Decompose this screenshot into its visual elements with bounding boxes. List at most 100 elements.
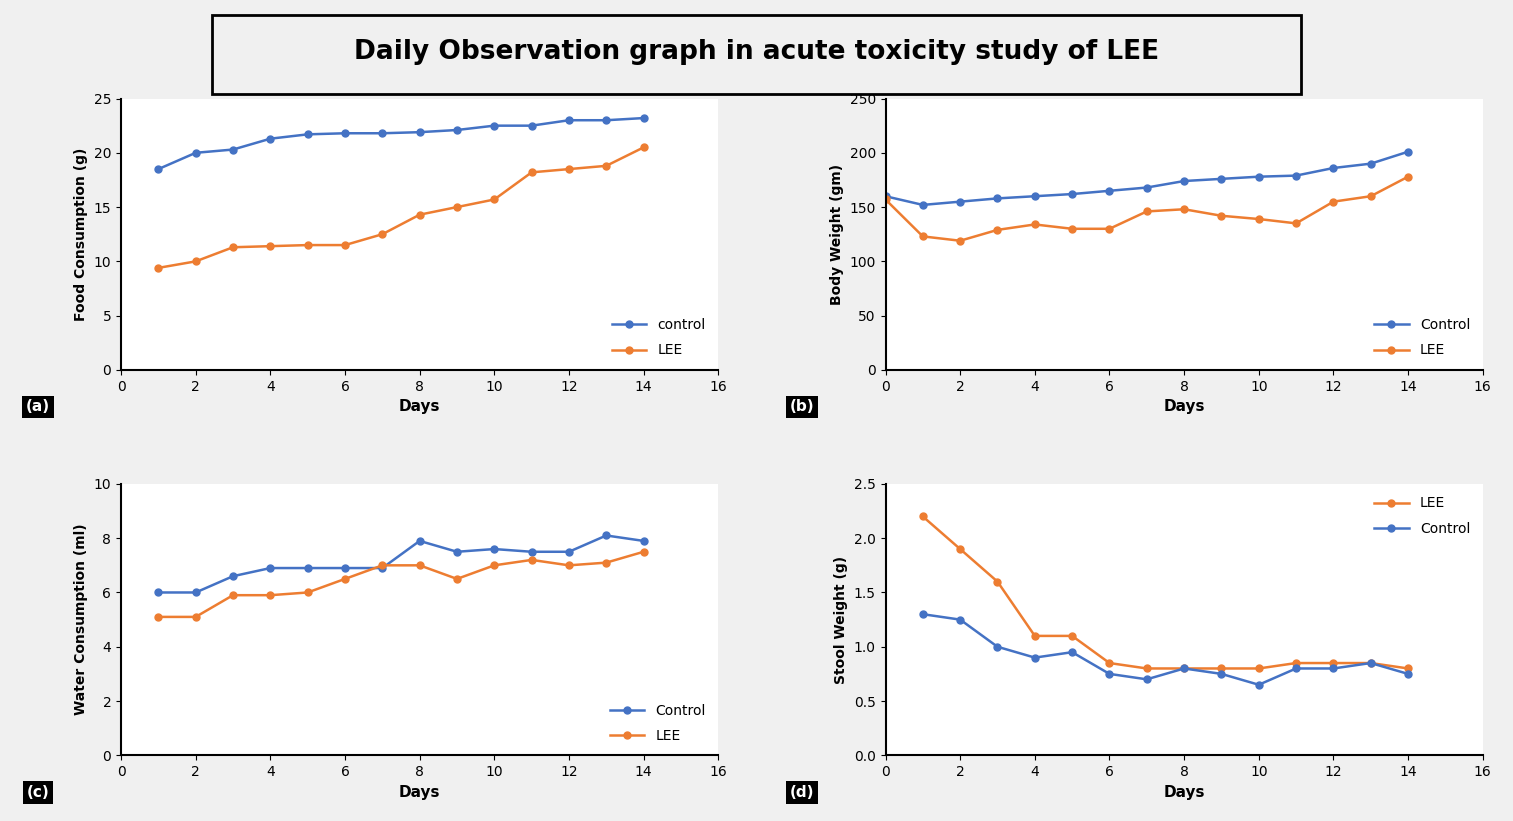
Line: control: control	[154, 115, 648, 172]
LEE	[522, 167, 540, 177]
Control	[914, 200, 932, 210]
LEE	[522, 555, 540, 565]
Control	[952, 615, 970, 625]
Control	[1064, 647, 1082, 657]
control	[186, 148, 204, 158]
LEE	[186, 256, 204, 266]
Control	[374, 563, 392, 573]
Control	[876, 191, 894, 201]
LEE	[988, 225, 1006, 235]
Control	[988, 194, 1006, 204]
control	[224, 144, 242, 154]
Control	[1026, 653, 1044, 663]
LEE	[1176, 204, 1194, 214]
Control	[224, 571, 242, 581]
Control	[598, 530, 616, 540]
Control	[1176, 176, 1194, 186]
LEE	[448, 574, 466, 584]
LEE	[1250, 214, 1268, 224]
Control	[298, 563, 316, 573]
LEE	[1100, 658, 1118, 668]
LEE	[952, 544, 970, 554]
LEE	[1176, 663, 1194, 673]
Control	[1400, 147, 1418, 157]
Y-axis label: Water Consumption (ml): Water Consumption (ml)	[74, 524, 88, 715]
LEE	[1138, 663, 1156, 673]
LEE	[1212, 663, 1230, 673]
LEE	[598, 161, 616, 171]
Control	[262, 563, 280, 573]
Line: Control: Control	[920, 611, 1412, 688]
Control	[1064, 189, 1082, 199]
control	[374, 128, 392, 138]
control	[522, 121, 540, 131]
X-axis label: Days: Days	[1163, 785, 1204, 800]
Control	[1362, 158, 1380, 168]
Control	[186, 588, 204, 598]
LEE	[1400, 172, 1418, 181]
control	[262, 134, 280, 144]
LEE	[634, 547, 652, 557]
Control	[1288, 663, 1306, 673]
LEE	[410, 561, 428, 571]
Control	[336, 563, 354, 573]
LEE	[486, 195, 504, 204]
Legend: Control, LEE: Control, LEE	[604, 698, 711, 749]
LEE	[486, 561, 504, 571]
LEE	[560, 164, 578, 174]
control	[486, 121, 504, 131]
Line: Control: Control	[154, 532, 648, 596]
X-axis label: Days: Days	[399, 785, 440, 800]
control	[560, 115, 578, 125]
Control	[1250, 680, 1268, 690]
Control	[914, 609, 932, 619]
Text: (c): (c)	[26, 785, 50, 800]
Control	[1100, 186, 1118, 195]
LEE	[374, 561, 392, 571]
Control	[1400, 669, 1418, 679]
LEE	[262, 590, 280, 600]
LEE	[150, 263, 168, 273]
LEE	[988, 576, 1006, 586]
Control	[1212, 174, 1230, 184]
Control	[1100, 669, 1118, 679]
Control	[1324, 163, 1342, 173]
LEE	[1250, 663, 1268, 673]
Control	[150, 588, 168, 598]
Text: Daily Observation graph in acute toxicity study of LEE: Daily Observation graph in acute toxicit…	[354, 39, 1159, 65]
Text: (b): (b)	[790, 399, 814, 415]
LEE	[224, 590, 242, 600]
Control	[1138, 674, 1156, 684]
Control	[988, 642, 1006, 652]
LEE	[298, 241, 316, 250]
Control	[1362, 658, 1380, 668]
control	[634, 113, 652, 123]
LEE	[1362, 658, 1380, 668]
Control	[410, 536, 428, 546]
LEE	[1288, 218, 1306, 228]
Y-axis label: Body Weight (gm): Body Weight (gm)	[829, 163, 844, 305]
LEE	[914, 232, 932, 241]
LEE	[1026, 631, 1044, 641]
Control	[634, 536, 652, 546]
LEE	[634, 143, 652, 153]
LEE	[1064, 631, 1082, 641]
Control	[1288, 171, 1306, 181]
control	[150, 164, 168, 174]
Y-axis label: Food Consumption (g): Food Consumption (g)	[74, 148, 88, 321]
LEE	[598, 557, 616, 567]
LEE	[1064, 224, 1082, 234]
Text: (a): (a)	[26, 399, 50, 415]
Control	[1176, 663, 1194, 673]
LEE	[876, 195, 894, 204]
Control	[560, 547, 578, 557]
Text: (d): (d)	[790, 785, 814, 800]
Control	[522, 547, 540, 557]
Legend: LEE, Control: LEE, Control	[1368, 491, 1475, 541]
Control	[1138, 182, 1156, 192]
Line: LEE: LEE	[154, 548, 648, 621]
LEE	[262, 241, 280, 251]
LEE	[1324, 658, 1342, 668]
control	[410, 127, 428, 137]
LEE	[1100, 224, 1118, 234]
